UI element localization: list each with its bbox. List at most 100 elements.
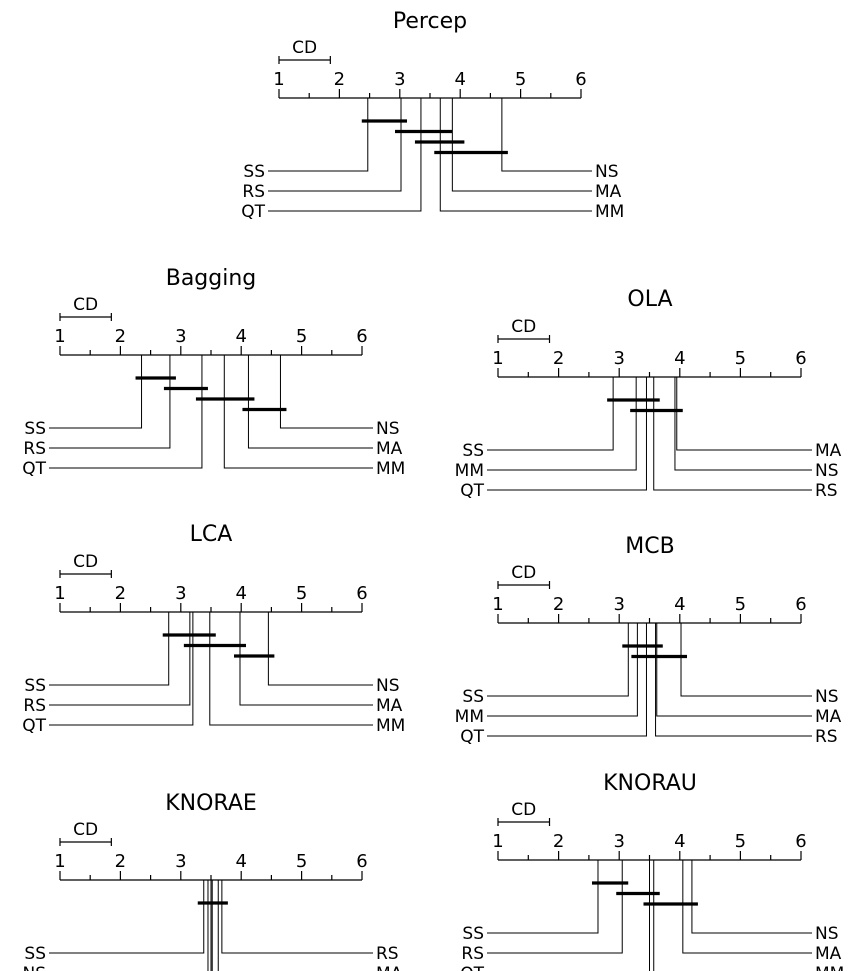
- method-line: [649, 860, 650, 971]
- method-line: [268, 98, 422, 212]
- tick-label: 6: [795, 831, 806, 852]
- tick-label: 3: [394, 69, 405, 90]
- chart-title: Bagging: [166, 266, 257, 291]
- tick-label: 5: [515, 69, 526, 90]
- method-line: [217, 880, 219, 971]
- method-label: QT: [460, 964, 484, 971]
- method-label: MA: [815, 944, 842, 964]
- method-line: [653, 377, 812, 491]
- method-line: [487, 377, 637, 471]
- method-label: MM: [815, 964, 844, 971]
- method-label: SS: [24, 944, 46, 964]
- method-label: MM: [376, 459, 405, 479]
- method-line: [680, 623, 812, 697]
- method-label: NS: [815, 924, 839, 944]
- method-label: MA: [376, 964, 403, 971]
- tick-label: 6: [356, 583, 367, 604]
- tick-label: 5: [296, 583, 307, 604]
- method-label: NS: [815, 461, 839, 481]
- tick-label: 4: [235, 326, 246, 347]
- method-label: NS: [376, 419, 400, 439]
- tick-label: 1: [492, 348, 503, 369]
- method-line: [49, 612, 194, 726]
- cd-label: CD: [73, 552, 98, 572]
- tick-label: 1: [492, 831, 503, 852]
- method-line: [653, 860, 655, 971]
- tick-label: 5: [735, 594, 746, 615]
- tick-label: 5: [296, 326, 307, 347]
- method-label: QT: [22, 716, 46, 736]
- method-label: RS: [815, 727, 838, 747]
- method-line: [487, 623, 629, 697]
- method-label: MA: [376, 439, 403, 459]
- tick-label: 5: [296, 851, 307, 872]
- tick-label: 6: [356, 326, 367, 347]
- method-line: [487, 860, 623, 954]
- method-line: [49, 355, 203, 469]
- method-label: RS: [461, 944, 484, 964]
- method-line: [210, 880, 212, 971]
- method-line: [439, 98, 592, 212]
- method-label: SS: [24, 419, 46, 439]
- method-label: QT: [460, 727, 484, 747]
- method-label: QT: [241, 202, 265, 222]
- method-label: RS: [376, 944, 399, 964]
- tick-label: 5: [735, 348, 746, 369]
- method-line: [267, 612, 373, 686]
- tick-label: 3: [613, 594, 624, 615]
- tick-label: 1: [54, 851, 65, 872]
- method-line: [487, 623, 647, 737]
- tick-label: 1: [54, 326, 65, 347]
- tick-label: 3: [613, 348, 624, 369]
- chart-title: LCA: [190, 522, 233, 547]
- method-line: [682, 860, 812, 954]
- method-line: [674, 377, 812, 471]
- method-line: [268, 98, 369, 172]
- method-label: RS: [815, 481, 838, 501]
- method-label: NS: [815, 687, 839, 707]
- method-label: RS: [23, 696, 46, 716]
- method-label: MM: [376, 716, 405, 736]
- method-line: [49, 880, 205, 954]
- tick-label: 4: [454, 69, 465, 90]
- tick-label: 6: [575, 69, 586, 90]
- chart-title: Percep: [393, 9, 467, 34]
- method-line: [207, 880, 209, 971]
- tick-label: 6: [795, 594, 806, 615]
- method-label: SS: [462, 687, 484, 707]
- cd-label: CD: [511, 317, 536, 337]
- method-line: [656, 623, 812, 717]
- tick-label: 3: [175, 851, 186, 872]
- tick-label: 2: [115, 326, 126, 347]
- method-line: [487, 860, 599, 934]
- tick-label: 6: [356, 851, 367, 872]
- tick-label: 2: [115, 583, 126, 604]
- method-label: MM: [455, 461, 484, 481]
- cd-label: CD: [511, 800, 536, 820]
- method-label: MM: [595, 202, 624, 222]
- method-line: [268, 98, 402, 192]
- method-label: QT: [460, 481, 484, 501]
- method-label: RS: [23, 439, 46, 459]
- method-line: [49, 355, 143, 429]
- tick-label: 2: [553, 831, 564, 852]
- method-line: [655, 623, 812, 737]
- method-label: SS: [24, 676, 46, 696]
- method-line: [487, 377, 647, 491]
- method-line: [49, 612, 191, 706]
- cd-label: CD: [511, 563, 536, 583]
- method-line: [501, 98, 592, 172]
- method-label: SS: [243, 162, 265, 182]
- method-label: NS: [376, 676, 400, 696]
- tick-label: 2: [553, 348, 564, 369]
- chart-title: OLA: [627, 287, 672, 312]
- tick-label: 1: [492, 594, 503, 615]
- method-line: [209, 612, 373, 726]
- tick-label: 2: [115, 851, 126, 872]
